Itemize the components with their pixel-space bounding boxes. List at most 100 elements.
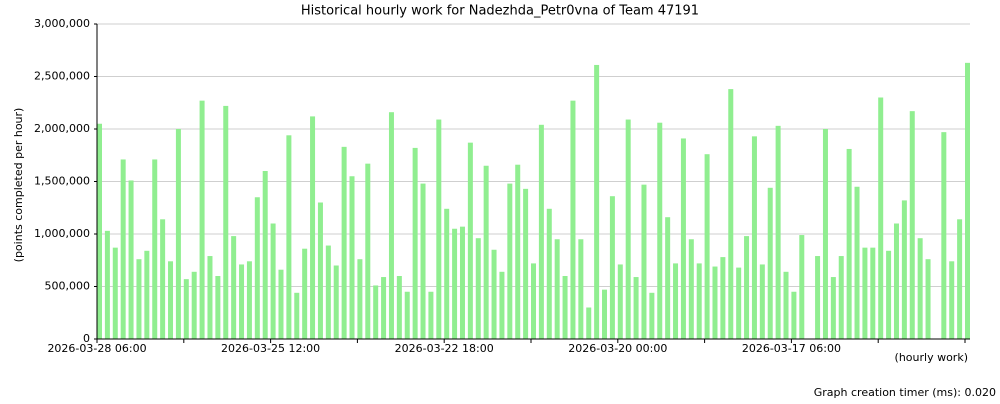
bar: [704, 154, 710, 339]
bar: [262, 171, 268, 339]
bar: [499, 271, 505, 339]
x-tick-label: 2026-03-28 06:00: [47, 342, 146, 355]
bar: [310, 116, 316, 340]
bar: [680, 138, 686, 339]
bar: [688, 239, 694, 339]
x-tick-label: 2026-03-17 06:00: [742, 342, 841, 355]
bar: [815, 256, 821, 339]
bar: [901, 200, 907, 339]
bar: [728, 89, 734, 339]
bar: [436, 119, 442, 339]
bar: [215, 276, 221, 339]
bar: [412, 147, 418, 339]
bar: [349, 176, 355, 339]
bar: [941, 132, 947, 339]
bar: [531, 263, 536, 339]
bar: [633, 277, 639, 339]
bar: [862, 247, 868, 339]
bar: [830, 277, 836, 339]
chart-title: Historical hourly work for Nadezhda_Petr…: [301, 4, 699, 19]
bar: [775, 125, 781, 339]
bar: [175, 129, 181, 339]
bar: [909, 111, 915, 340]
bar: [128, 180, 134, 339]
bar: [294, 292, 300, 339]
bar: [949, 261, 955, 339]
y-tick-label: 1,000,000: [34, 227, 90, 240]
bar: [160, 219, 166, 339]
bar: [467, 142, 473, 339]
bar: [136, 259, 142, 339]
bar: [491, 249, 497, 339]
bar: [965, 62, 970, 339]
bar: [846, 148, 852, 339]
bar: [507, 183, 513, 339]
bar: [278, 269, 284, 339]
bar: [317, 202, 323, 339]
bar: [696, 263, 702, 339]
bar: [207, 256, 213, 339]
y-axis-label: (points completed per hour): [12, 108, 25, 263]
bar: [712, 266, 718, 339]
bar: [112, 247, 118, 339]
x-tick-label: 2026-03-22 18:00: [395, 342, 494, 355]
bar: [388, 112, 394, 339]
bar: [270, 223, 276, 339]
bar: [104, 230, 110, 339]
bar: [286, 135, 292, 339]
y-tick-label: 1,500,000: [34, 175, 90, 188]
bar: [357, 259, 363, 339]
bar: [759, 264, 765, 339]
bar: [246, 261, 252, 339]
footer: Graph creation timer (ms): 0.020: [814, 386, 996, 399]
bar: [570, 100, 576, 340]
bar: [854, 186, 860, 339]
bar: [751, 136, 757, 339]
bar: [191, 271, 197, 339]
bar: [554, 239, 560, 339]
bar: [152, 159, 158, 339]
bar: [925, 259, 931, 339]
bar: [199, 100, 205, 340]
bar: [767, 187, 773, 339]
bar: [97, 123, 102, 339]
bar: [183, 279, 189, 339]
x-tick-label: 2026-03-20 00:00: [568, 342, 667, 355]
bar: [720, 257, 726, 339]
bar: [799, 235, 805, 339]
bar: [231, 236, 237, 339]
bar: [838, 256, 844, 339]
bar: [325, 245, 331, 339]
y-tick-label: 500,000: [45, 280, 91, 293]
bar: [665, 217, 671, 339]
bar: [404, 291, 410, 339]
bar: [886, 250, 892, 339]
bar: [673, 263, 679, 339]
bar: [791, 291, 797, 339]
bar: [365, 163, 371, 339]
bar: [649, 292, 655, 339]
y-tick-label: 0: [83, 332, 90, 345]
bar: [381, 277, 387, 339]
bar: [641, 184, 647, 339]
bar: [783, 271, 789, 339]
bar: [373, 285, 379, 339]
bar: [396, 276, 402, 339]
bar: [538, 124, 544, 339]
bar: [822, 129, 828, 339]
bar: [602, 289, 608, 339]
bar: [523, 188, 529, 339]
bar: [625, 119, 631, 339]
bar: [515, 164, 521, 339]
bar: [609, 196, 615, 339]
bar: [168, 261, 174, 339]
bar: [578, 239, 584, 339]
x-axis-label: (hourly work): [895, 351, 968, 364]
bar: [223, 105, 229, 340]
bar: [144, 250, 150, 339]
bar: [428, 291, 434, 339]
bar: [594, 64, 600, 339]
bar: [878, 97, 884, 339]
bar: [302, 248, 308, 339]
